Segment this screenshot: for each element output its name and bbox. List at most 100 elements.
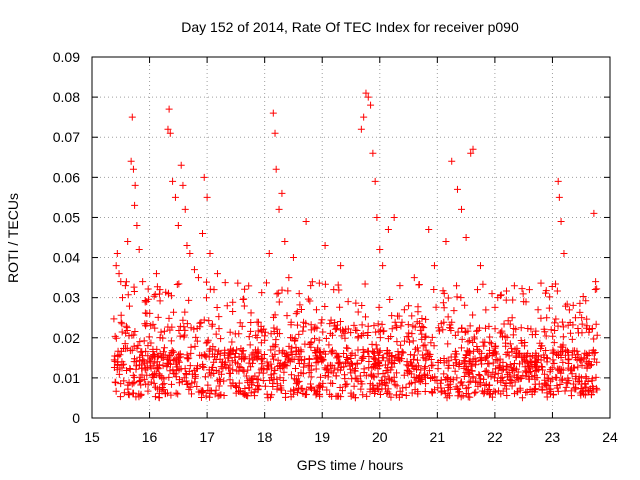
data-point (409, 322, 417, 330)
data-point (240, 295, 248, 303)
y-tick-label: 0 (72, 410, 80, 426)
data-point (307, 380, 315, 388)
data-point (370, 373, 378, 381)
data-point (496, 362, 504, 370)
data-point (593, 285, 601, 293)
data-point (124, 238, 132, 246)
data-point (153, 385, 161, 393)
data-point (126, 365, 134, 373)
data-point (518, 394, 526, 402)
data-point (285, 342, 293, 350)
data-point (568, 370, 576, 378)
data-point (487, 340, 495, 348)
data-point (378, 380, 386, 388)
data-point (236, 319, 244, 327)
data-point (535, 380, 543, 388)
data-point (592, 278, 600, 286)
data-point (408, 330, 416, 338)
data-point (555, 193, 563, 201)
data-point (496, 329, 504, 337)
data-point (153, 365, 161, 373)
data-point (217, 335, 225, 343)
data-point (547, 326, 555, 334)
data-point (293, 321, 301, 329)
data-point (492, 388, 500, 396)
data-point (118, 328, 126, 336)
data-point (408, 389, 416, 397)
data-point (206, 285, 214, 293)
data-point (165, 373, 173, 381)
data-point (228, 347, 236, 355)
data-point (153, 345, 161, 353)
data-point (478, 356, 486, 364)
y-tick-label: 0.07 (53, 129, 80, 145)
data-point (340, 350, 348, 358)
data-point (143, 320, 151, 328)
data-point (111, 332, 119, 340)
data-point (316, 373, 324, 381)
data-point (151, 393, 159, 401)
data-point (364, 347, 372, 355)
data-point (537, 342, 545, 350)
data-point (315, 382, 323, 390)
data-point (278, 189, 286, 197)
data-point (370, 354, 378, 362)
data-point (417, 375, 425, 383)
data-point (186, 362, 194, 370)
data-point (173, 363, 181, 371)
data-point (392, 391, 400, 399)
data-point (267, 330, 275, 338)
data-point (274, 356, 282, 364)
data-point (447, 326, 455, 334)
data-point (368, 340, 376, 348)
data-point (118, 320, 126, 328)
data-point (415, 362, 423, 370)
data-point (165, 314, 173, 322)
data-point (579, 292, 587, 300)
x-tick-label: 23 (545, 429, 561, 445)
data-point (242, 372, 250, 380)
data-point (166, 129, 174, 137)
data-point (463, 365, 471, 373)
data-point (531, 354, 539, 362)
data-point (183, 320, 191, 328)
data-point (191, 371, 199, 379)
data-point (446, 385, 454, 393)
data-point (213, 351, 221, 359)
x-tick-label: 15 (84, 429, 100, 445)
data-point (169, 357, 177, 365)
data-point (483, 353, 491, 361)
data-point (235, 363, 243, 371)
data-point (208, 322, 216, 330)
data-point (127, 157, 135, 165)
data-point (199, 229, 207, 237)
data-point (582, 383, 590, 391)
data-point (354, 308, 362, 316)
x-axis-label: GPS time / hours (297, 457, 404, 473)
data-point (237, 387, 245, 395)
data-point (136, 353, 144, 361)
data-point (480, 388, 488, 396)
data-point (295, 290, 303, 298)
data-point (481, 367, 489, 375)
data-point (530, 385, 538, 393)
data-point (561, 387, 569, 395)
data-point (505, 352, 513, 360)
data-point (374, 357, 382, 365)
data-point (289, 254, 297, 262)
data-point (466, 337, 474, 345)
data-point (553, 384, 561, 392)
data-point (486, 346, 494, 354)
data-point (532, 367, 540, 375)
data-point (293, 308, 301, 316)
data-point (209, 343, 217, 351)
data-point (384, 357, 392, 365)
data-point (422, 380, 430, 388)
data-point (371, 355, 379, 363)
data-point (117, 318, 125, 326)
data-point (292, 380, 300, 388)
data-point (362, 89, 370, 97)
data-point (185, 354, 193, 362)
data-point (305, 355, 313, 363)
data-point (138, 364, 146, 372)
